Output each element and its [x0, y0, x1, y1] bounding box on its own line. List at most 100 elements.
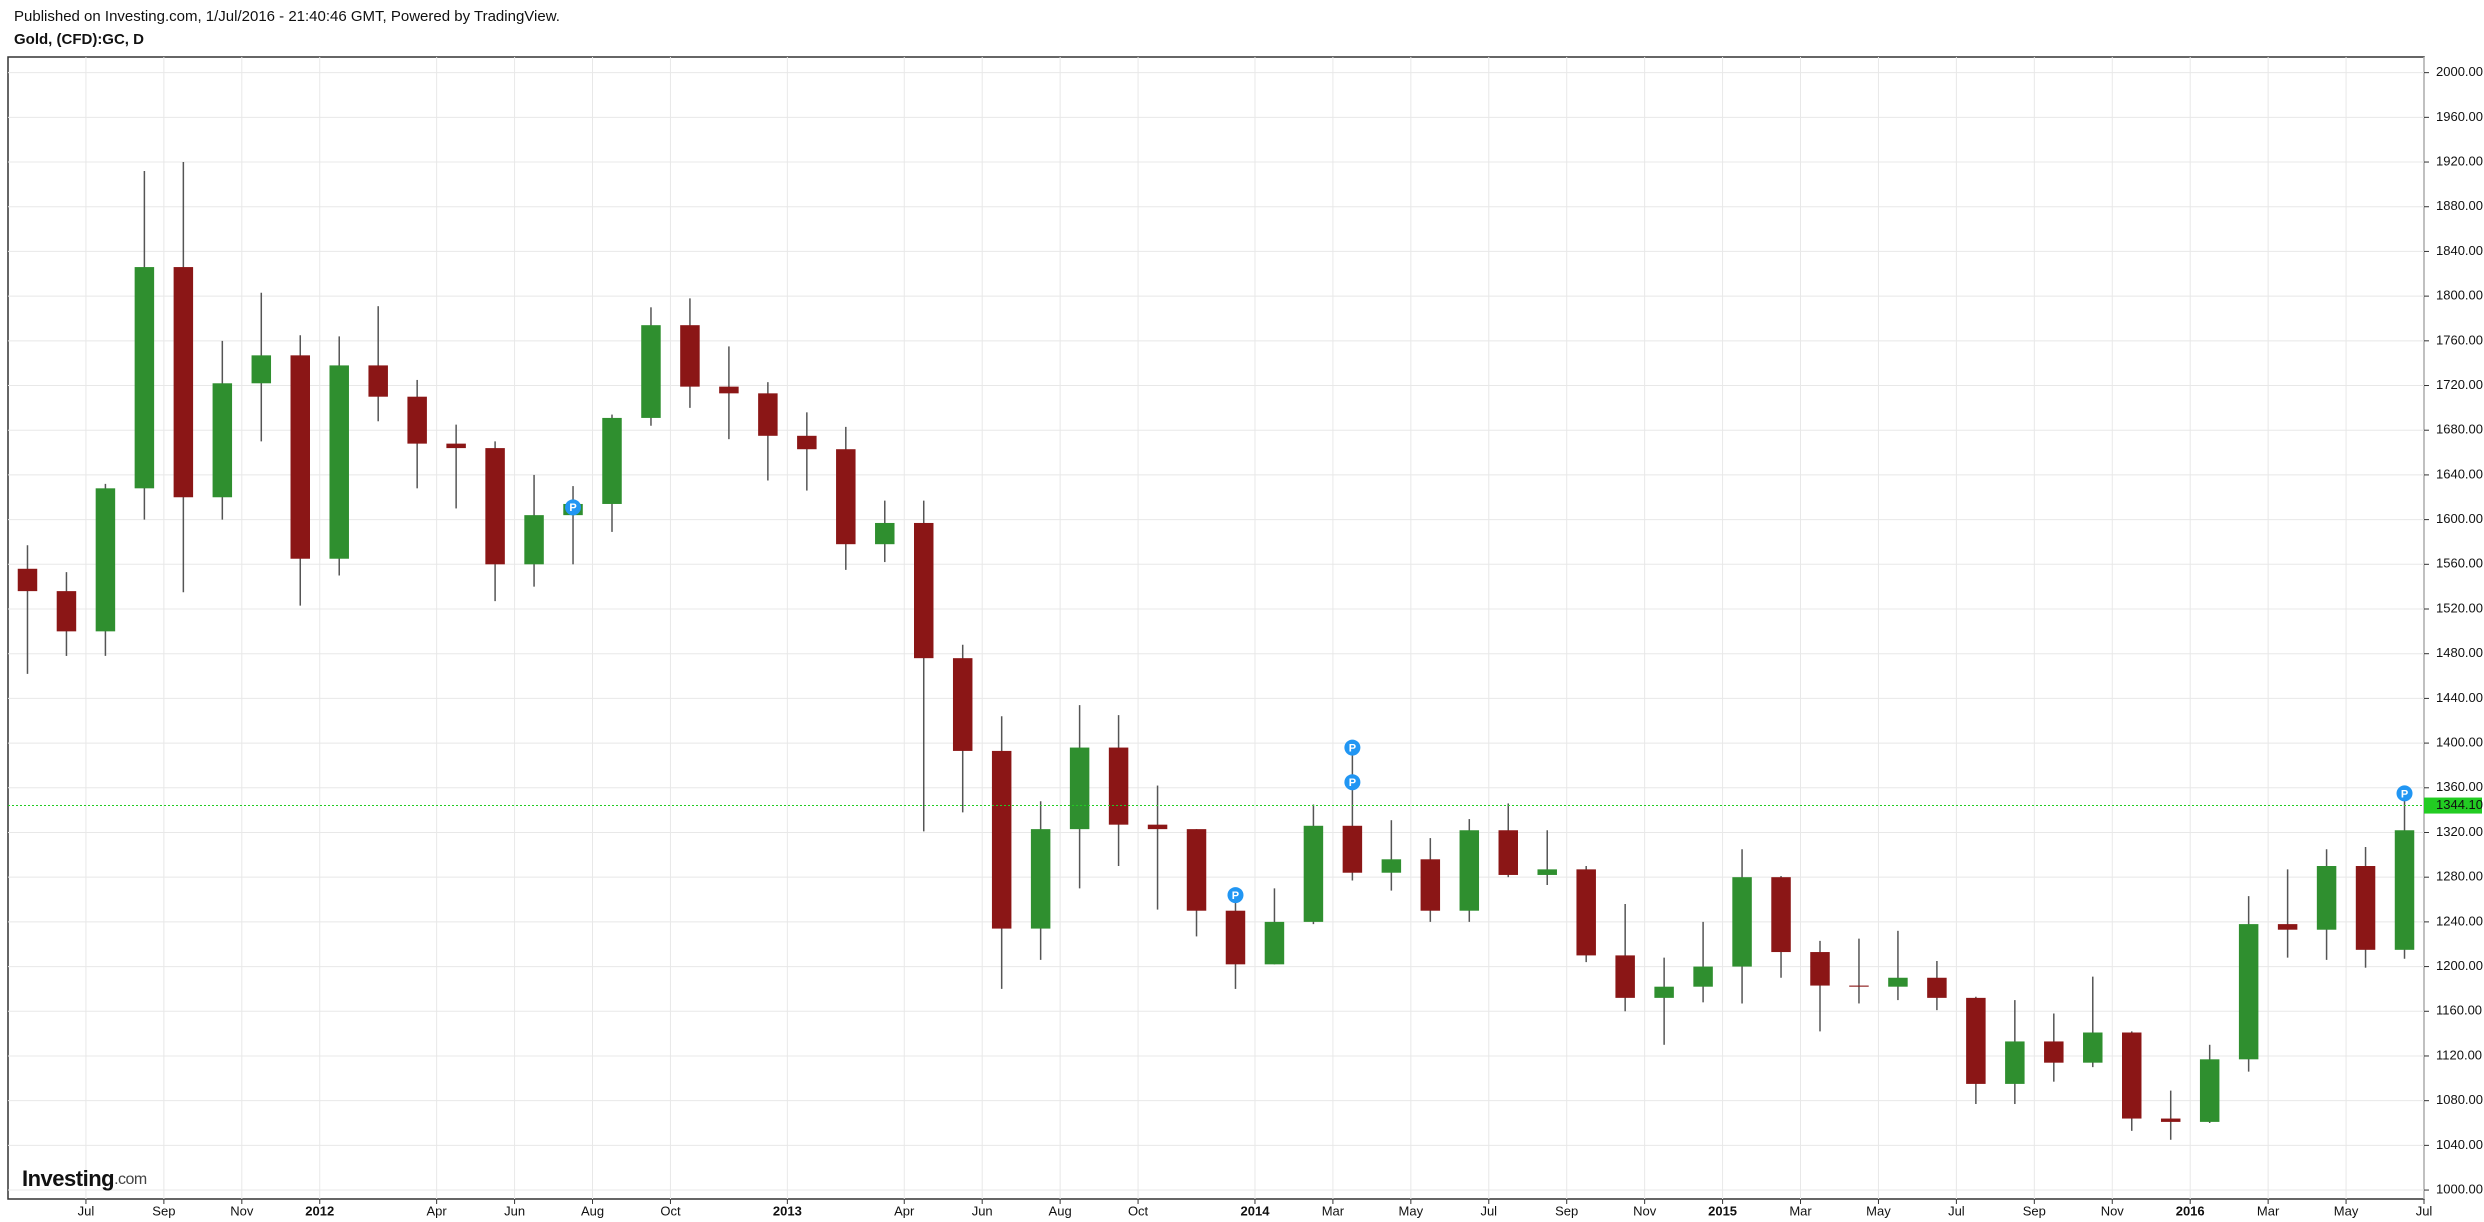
- x-tick-label: Mar: [1789, 1203, 1812, 1218]
- x-tick-label: Nov: [1633, 1203, 1657, 1218]
- candle-body: [407, 396, 427, 444]
- y-tick-label: 1640.00: [2436, 466, 2483, 481]
- x-tick-label: 2015: [1708, 1203, 1737, 1218]
- idea-marker: [2396, 785, 2413, 802]
- y-tick-label: 1680.00: [2436, 422, 2483, 437]
- x-tick-label: Nov: [230, 1203, 254, 1218]
- y-tick-label: 1920.00: [2436, 153, 2483, 168]
- idea-marker-label: P: [1349, 742, 1356, 754]
- candle-body: [2394, 830, 2415, 950]
- y-tick-label: 1560.00: [2436, 556, 2483, 571]
- candle-body: [524, 515, 544, 565]
- x-tick-label: Jun: [504, 1203, 525, 1218]
- y-tick-label: 1960.00: [2436, 109, 2483, 124]
- candle-body: [485, 448, 505, 565]
- x-tick-label: May: [1866, 1203, 1891, 1218]
- x-tick-label: Apr: [427, 1203, 448, 1218]
- candle-body: [2238, 924, 2259, 1060]
- candle-body: [2044, 1041, 2064, 1063]
- x-tick-label: Mar: [2257, 1203, 2280, 1218]
- y-tick-label: 1120.00: [2436, 1047, 2482, 1062]
- candle-body: [212, 383, 233, 498]
- candle-body: [1108, 747, 1129, 825]
- y-tick-label: 1240.00: [2436, 913, 2483, 928]
- idea-marker-label: P: [569, 502, 576, 514]
- candle-body: [2199, 1059, 2220, 1122]
- candle-body: [1537, 869, 1557, 875]
- idea-marker: [1344, 739, 1361, 756]
- last-price-label: 1344.10: [2436, 797, 2483, 812]
- y-tick-label: 1080.00: [2436, 1092, 2483, 1107]
- candle-body: [2122, 1032, 2142, 1119]
- x-tick-label: Jul: [78, 1203, 95, 1218]
- candle-body: [602, 417, 622, 504]
- y-tick-label: 1840.00: [2436, 243, 2483, 258]
- candle-body: [1069, 747, 1090, 830]
- y-tick-label: 1880.00: [2436, 198, 2483, 213]
- candle-body: [1927, 977, 1947, 998]
- candle-body: [446, 443, 466, 449]
- y-tick-label: 1320.00: [2436, 824, 2483, 839]
- y-tick-label: 1000.00: [2436, 1181, 2483, 1196]
- candle-body: [2355, 866, 2376, 950]
- candle-body: [290, 355, 310, 559]
- x-tick-label: Apr: [894, 1203, 915, 1218]
- candle-body: [1576, 869, 1596, 956]
- candle-body: [1225, 910, 1246, 965]
- candle-body: [2277, 924, 2298, 930]
- candle-body: [1771, 877, 1791, 953]
- logo: Investing.com: [22, 1166, 147, 1191]
- x-tick-label: Jul: [1480, 1203, 1497, 1218]
- candle-body: [680, 325, 700, 387]
- candle-body: [1966, 997, 1986, 1084]
- candle-body: [914, 522, 934, 659]
- x-tick-label: Aug: [581, 1203, 604, 1218]
- candle-body: [758, 393, 778, 436]
- x-tick-label: Sep: [2023, 1203, 2046, 1218]
- candle-body: [2083, 1032, 2103, 1063]
- candle-body: [1303, 825, 1324, 922]
- last-price-box: [2424, 797, 2482, 814]
- candle-body: [173, 267, 194, 498]
- candle-body: [2005, 1041, 2025, 1084]
- candle-body: [251, 355, 272, 384]
- x-tick-label: Jul: [1948, 1203, 1965, 1218]
- x-tick-label: Oct: [660, 1203, 681, 1218]
- x-tick-label: Jul: [2416, 1203, 2433, 1218]
- candle-body: [1420, 859, 1441, 911]
- x-tick-label: May: [1399, 1203, 1424, 1218]
- candle-body: [1030, 829, 1051, 929]
- candle-body: [1186, 829, 1207, 911]
- y-tick-label: 1200.00: [2436, 958, 2483, 973]
- x-tick-label: 2013: [773, 1203, 802, 1218]
- candle-body: [1264, 921, 1285, 965]
- x-tick-label: Jun: [972, 1203, 993, 1218]
- candle-body: [952, 658, 973, 751]
- candle-body: [1342, 825, 1363, 873]
- y-tick-label: 1040.00: [2436, 1137, 2483, 1152]
- candle-body: [1498, 830, 1518, 875]
- candle-body: [2316, 866, 2337, 930]
- x-tick-label: 2016: [2176, 1203, 2205, 1218]
- x-tick-label: 2012: [305, 1203, 334, 1218]
- y-tick-label: 1720.00: [2436, 377, 2483, 392]
- candle-body: [1888, 977, 1908, 987]
- candle-body: [1732, 877, 1752, 967]
- candle-body: [95, 488, 116, 632]
- y-tick-label: 1280.00: [2436, 869, 2483, 884]
- idea-marker-label: P: [1349, 777, 1356, 789]
- candle-body: [1849, 985, 1869, 987]
- idea-marker: [1344, 774, 1361, 791]
- x-tick-label: Nov: [2101, 1203, 2125, 1218]
- y-tick-label: 1760.00: [2436, 332, 2483, 347]
- candle-body: [836, 449, 856, 545]
- candle-body: [991, 750, 1012, 929]
- x-tick-label: Oct: [1128, 1203, 1149, 1218]
- y-tick-label: 1400.00: [2436, 735, 2483, 750]
- candle-body: [17, 568, 38, 592]
- chart-title: Gold, (CFD):GC, D: [14, 31, 144, 48]
- y-tick-label: 1160.00: [2436, 1003, 2482, 1018]
- candle-body: [1381, 859, 1402, 873]
